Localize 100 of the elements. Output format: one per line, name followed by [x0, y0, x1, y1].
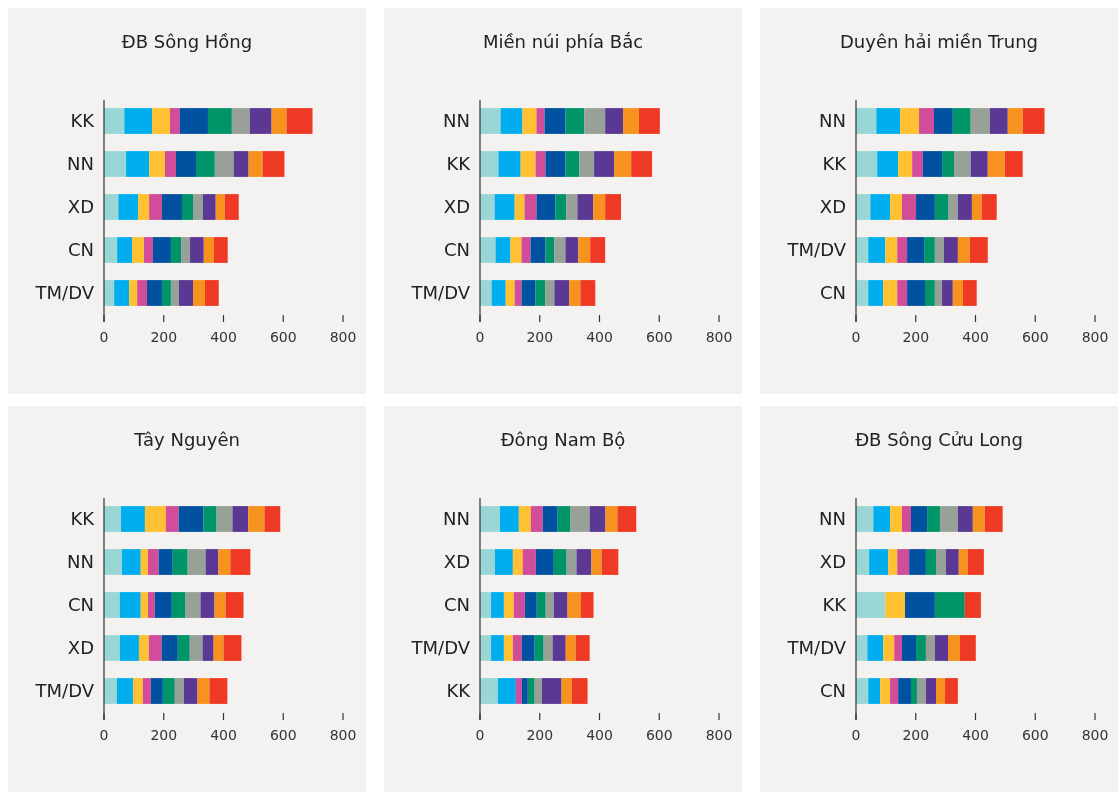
bar — [567, 592, 581, 618]
bar — [480, 280, 492, 306]
bar — [883, 280, 898, 306]
bar — [601, 549, 619, 575]
bar — [553, 549, 567, 575]
bar — [957, 237, 970, 263]
bar — [505, 280, 515, 306]
bar — [555, 194, 567, 220]
y-tick-label: NN — [67, 153, 94, 175]
bar — [494, 194, 515, 220]
x-tick-label: 600 — [645, 727, 673, 743]
x-tick-label: 200 — [526, 727, 554, 743]
bar — [933, 108, 953, 134]
bar — [578, 237, 591, 263]
bar — [132, 678, 143, 704]
bar — [934, 194, 949, 220]
bar — [972, 506, 985, 532]
bar — [140, 549, 148, 575]
x-tick-label: 400 — [210, 329, 237, 345]
bar — [919, 108, 934, 134]
bar — [885, 237, 898, 263]
x-tick-label: 0 — [851, 727, 861, 743]
bar — [981, 194, 997, 220]
y-tick-label: KK — [446, 680, 472, 702]
bar — [876, 108, 901, 134]
bar — [144, 506, 166, 532]
x-tick-label: 800 — [705, 329, 733, 345]
bar — [571, 678, 588, 704]
bar — [984, 506, 1003, 532]
bar — [203, 506, 217, 532]
bar — [869, 549, 889, 575]
bar — [207, 108, 232, 134]
bar — [521, 635, 535, 661]
bar — [856, 506, 874, 532]
bar — [171, 592, 186, 618]
bar — [148, 635, 162, 661]
bar — [225, 592, 244, 618]
bar — [104, 194, 119, 220]
bar — [885, 592, 905, 618]
bar — [888, 549, 898, 575]
bar — [545, 280, 555, 306]
y-tick-label: XD — [443, 551, 470, 573]
bar — [902, 506, 911, 532]
bar — [213, 237, 228, 263]
bar — [480, 108, 501, 134]
bar — [605, 194, 622, 220]
bar — [202, 194, 216, 220]
bar — [197, 678, 210, 704]
bar — [902, 635, 917, 661]
bar — [880, 678, 891, 704]
bar — [934, 280, 943, 306]
bar — [580, 592, 594, 618]
bar — [121, 549, 141, 575]
bar — [503, 592, 514, 618]
chart-title: Duyên hải miền Trung — [839, 31, 1039, 52]
bar — [617, 506, 637, 532]
bar — [185, 592, 201, 618]
bar — [948, 194, 958, 220]
bar — [147, 592, 155, 618]
x-tick-label: 400 — [962, 727, 989, 743]
bar — [868, 678, 881, 704]
x-tick-label: 200 — [150, 329, 178, 345]
bar — [178, 506, 204, 532]
bar — [856, 194, 871, 220]
bar — [202, 635, 214, 661]
y-tick-label: TM/DV — [34, 680, 95, 702]
bar — [916, 678, 926, 704]
bar — [924, 237, 935, 263]
bar — [856, 280, 869, 306]
bar — [638, 108, 660, 134]
y-tick-label: CN — [67, 239, 94, 261]
bar — [890, 678, 899, 704]
bar — [178, 280, 194, 306]
bar — [870, 194, 891, 220]
bar — [500, 506, 519, 532]
bar — [631, 151, 653, 177]
y-tick-label: XD — [67, 196, 94, 218]
bar — [867, 635, 884, 661]
x-tick-label: 200 — [526, 329, 554, 345]
x-tick-label: 0 — [851, 329, 861, 345]
bar — [150, 678, 163, 704]
bar — [144, 237, 153, 263]
bar — [521, 237, 531, 263]
bar — [936, 678, 946, 704]
bar — [190, 237, 204, 263]
bar — [576, 549, 592, 575]
bar — [902, 194, 917, 220]
bar — [535, 280, 546, 306]
bar — [154, 592, 172, 618]
bar — [233, 151, 249, 177]
y-tick-label: KK — [822, 153, 848, 175]
y-tick-label: KK — [70, 508, 96, 530]
bar — [952, 108, 971, 134]
bar — [916, 194, 935, 220]
bar — [176, 151, 197, 177]
x-tick-label: 400 — [210, 727, 237, 743]
y-tick-label: TM/DV — [34, 282, 95, 304]
bar — [883, 635, 895, 661]
bar — [557, 506, 571, 532]
y-tick-label: CN — [819, 680, 846, 702]
